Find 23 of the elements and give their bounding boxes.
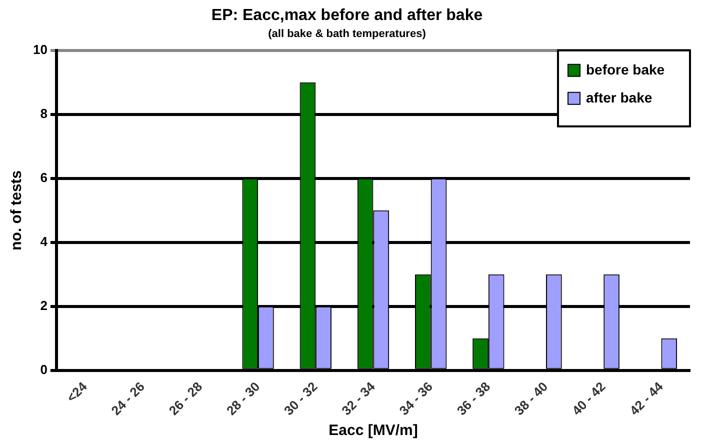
- legend-label: after bake: [586, 89, 652, 106]
- x-tick-label: <24: [64, 378, 90, 406]
- y-tick-label: 4: [40, 234, 48, 249]
- y-tick-label: 0: [40, 362, 48, 377]
- y-tick-label: 6: [40, 170, 48, 185]
- x-tick-label: 36 - 38: [454, 378, 494, 418]
- y-tick-label: 2: [40, 298, 48, 313]
- y-tick-label: 8: [40, 106, 48, 121]
- x-tick-label: 32 - 34: [338, 378, 378, 418]
- y-tick-label: 10: [32, 42, 48, 57]
- x-tick-label: 28 - 30: [223, 378, 263, 418]
- x-tick-label: 38 - 40: [511, 378, 551, 418]
- x-tick-label: 24 - 26: [108, 378, 148, 418]
- x-axis-title: Eacc [MV/m]: [328, 422, 418, 440]
- chart-title: EP: Eacc,max before and after bake: [211, 7, 483, 24]
- x-tick-label: 30 - 32: [281, 378, 320, 418]
- y-axis-title: no. of tests: [8, 170, 26, 250]
- chart-subtitle: (all bake & bath temperatures): [268, 28, 426, 40]
- x-tick-label: 40 - 42: [569, 378, 608, 418]
- x-tick-label: 34 - 36: [396, 378, 436, 418]
- x-tick-label: 26 - 28: [166, 378, 206, 418]
- x-tick-label: 42 - 44: [626, 378, 666, 418]
- legend-label: before bake: [586, 61, 665, 78]
